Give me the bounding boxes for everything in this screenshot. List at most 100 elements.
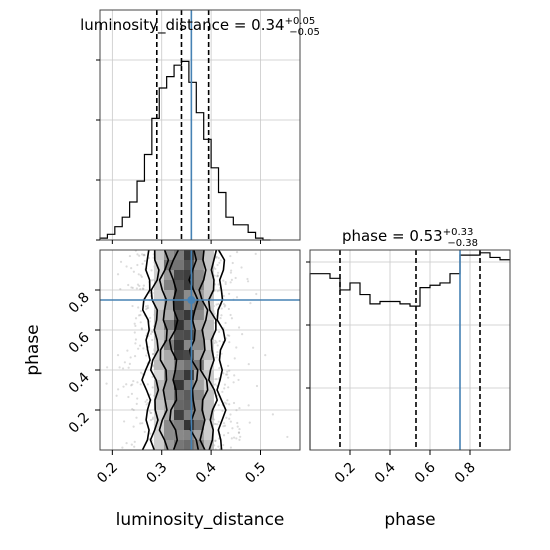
xtick-label: 0.4 [193,459,220,486]
scatter-point [121,446,124,449]
density-cell [193,260,204,270]
scatter-point [221,409,224,412]
density-cell [173,410,184,420]
scatter-point [214,422,217,426]
scatter-point [142,347,145,350]
contour-line [168,250,180,450]
scatter-point [217,283,220,286]
scatter-point [236,421,239,425]
contour-line [149,250,160,450]
scatter-point [128,362,131,365]
scatter-point [233,357,236,360]
scatter-point [133,445,136,448]
axes-frame [309,249,511,451]
density-cell [193,380,204,390]
density-cell [153,310,164,320]
axes-frame [99,9,301,241]
scatter-point [140,328,144,331]
scatter-point [146,307,149,310]
density-cell [173,310,184,320]
density-cell [193,270,204,280]
scatter-point [142,287,145,290]
contour-line [188,250,200,450]
scatter-point [130,267,133,270]
density-cell [153,380,164,390]
scatter-point [137,273,140,276]
density-cell [183,430,194,440]
scatter-point [227,364,230,367]
density-cell [203,380,214,390]
scatter-point [228,417,231,420]
density-cell [203,400,214,410]
truth-marker [187,296,196,304]
scatter-point [145,403,148,406]
density-cell [203,440,214,450]
scatter-point [140,327,143,330]
scatter-point [217,271,220,274]
scatter-point [145,398,149,401]
scatter-point [219,317,222,320]
scatter-point [216,344,219,347]
scatter-point [133,322,136,325]
scatter-point [136,263,139,267]
density-cell [153,430,164,440]
density-cell [163,380,174,390]
density-cell [163,370,174,380]
scatter-point [224,282,227,286]
scatter-point [238,427,241,431]
density-cell [193,410,204,420]
scatter-point [136,253,139,256]
scatter-point [271,413,275,416]
scatter-point [145,308,148,311]
density-cell [163,320,174,330]
xtick-label: 0.2 [94,460,121,487]
scatter-point [121,367,125,370]
scatter-point [123,420,126,423]
density-cell [203,250,214,260]
scatter-point [225,402,228,405]
scatter-point [118,366,121,369]
scatter-point [215,341,218,344]
ylabel-phase: phase [23,324,43,375]
xtick-label: 0.5 [242,460,269,487]
scatter-point [222,294,225,298]
density-cell [193,350,204,360]
ytick-label: 0.2 [66,410,93,437]
scatter-point [219,259,222,262]
scatter-point [237,378,240,382]
density-cell [173,440,184,450]
scatter-point [139,309,143,313]
scatter-point [127,366,130,369]
density-cell [153,350,164,360]
scatter-point [229,313,232,317]
scatter-point [235,346,238,349]
scatter-point [229,420,232,423]
scatter-point [137,314,141,317]
density-cell [183,260,194,270]
density-cell [173,350,184,360]
scatter-point [228,403,231,406]
scatter-point [217,420,220,423]
scatter-point [139,422,142,425]
density-cell [163,330,174,340]
scatter-point [150,330,153,333]
scatter-point [142,254,145,257]
scatter-point [222,302,225,306]
scatter-point [214,339,217,342]
scatter-point [117,388,120,391]
density-cell [173,400,184,410]
scatter-point [218,339,221,343]
scatter-point [222,434,226,437]
scatter-point [132,270,135,273]
scatter-point [227,376,230,379]
histogram-phase [309,252,510,450]
scatter-point [222,425,225,428]
scatter-point [133,355,137,358]
density-cell [163,360,174,370]
scatter-point [152,352,155,355]
scatter-point [224,373,228,376]
density-cell [163,290,174,300]
scatter-point [224,321,227,325]
density-cell [183,270,194,280]
density-cell [153,420,164,430]
